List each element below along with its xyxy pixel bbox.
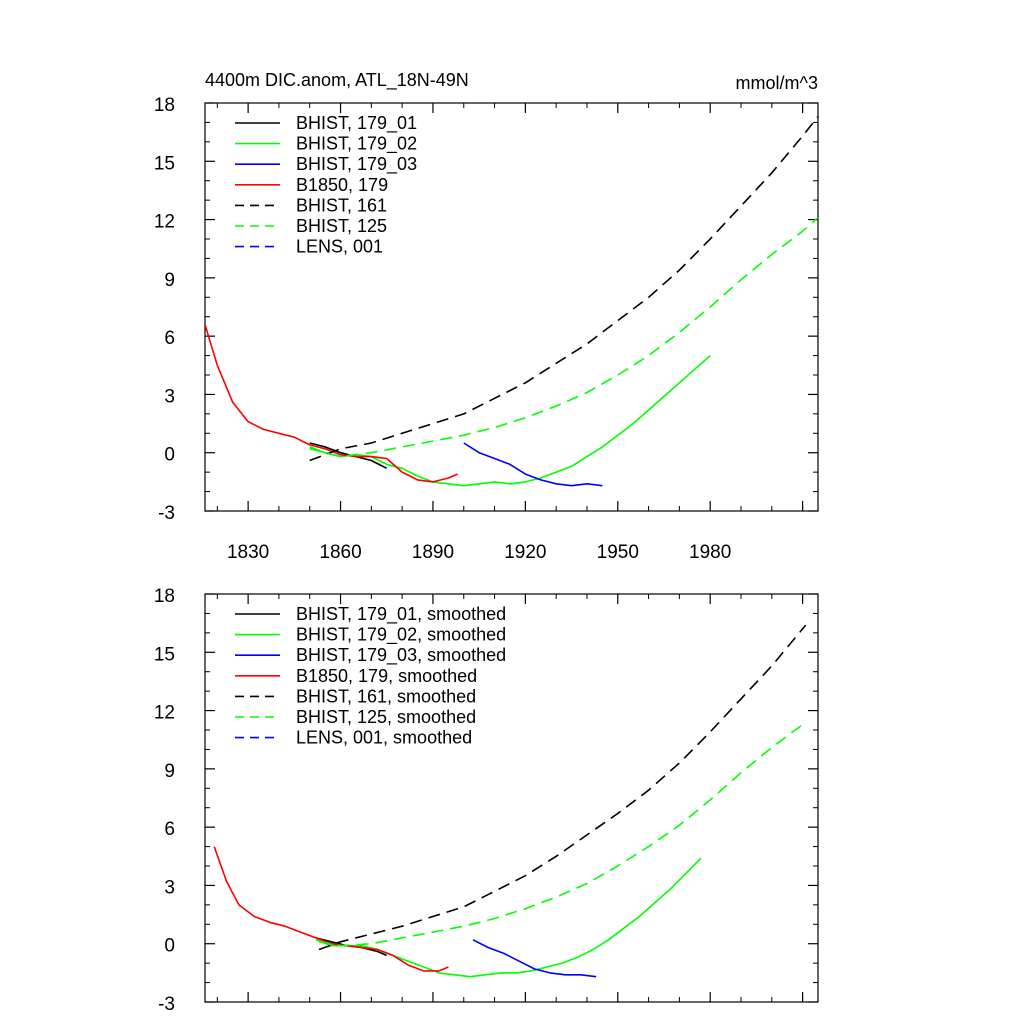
series-line-1 bbox=[309, 442, 388, 470]
legend-label: BHIST, 179_02, smoothed bbox=[296, 625, 506, 646]
legend-label: BHIST, 161, smoothed bbox=[296, 686, 476, 706]
y-tick-label: 6 bbox=[164, 328, 175, 349]
y-tick-label: 9 bbox=[164, 270, 175, 291]
y-tick-label: 3 bbox=[164, 877, 175, 898]
x-tick-label: 1920 bbox=[504, 542, 546, 563]
legend-label: BHIST, 125 bbox=[296, 216, 387, 236]
y-tick-label: 18 bbox=[154, 95, 175, 116]
series-line-5 bbox=[318, 624, 807, 951]
x-tick-label: 1950 bbox=[597, 542, 639, 563]
y-tick-label: 12 bbox=[154, 703, 175, 724]
legend-label: BHIST, 179_03, smoothed bbox=[296, 645, 506, 666]
legend-label: BHIST, 161 bbox=[296, 195, 387, 215]
y-tick-label: 0 bbox=[164, 936, 175, 957]
plot-frame bbox=[204, 102, 819, 512]
y-tick-label: 6 bbox=[164, 819, 175, 840]
series-line-3 bbox=[463, 442, 603, 487]
legend-label: LENS, 001, smoothed bbox=[296, 728, 472, 748]
y-tick-label: 15 bbox=[154, 153, 175, 174]
series-line-6 bbox=[309, 217, 818, 458]
y-tick-label: 15 bbox=[154, 644, 175, 665]
x-tick-label: 1830 bbox=[227, 542, 269, 563]
legend-label: B1850, 179, smoothed bbox=[296, 666, 477, 686]
y-tick-label: 12 bbox=[154, 212, 175, 233]
legend-label: LENS, 001 bbox=[296, 237, 383, 257]
y-tick-label: 3 bbox=[164, 386, 175, 407]
legend-label: BHIST, 179_01, smoothed bbox=[296, 604, 506, 625]
legend-label: BHIST, 125, smoothed bbox=[296, 707, 476, 727]
chart-title: 4400m DIC.anom, ATL_18N-49N bbox=[205, 70, 469, 91]
series-line-6 bbox=[318, 721, 807, 947]
y-tick-label: -3 bbox=[158, 503, 175, 524]
series-line-4 bbox=[213, 846, 449, 972]
legend-label: BHIST, 179_01 bbox=[296, 113, 417, 134]
chart-units: mmol/m^3 bbox=[736, 73, 818, 93]
series-line-2 bbox=[309, 355, 711, 487]
y-tick-label: 18 bbox=[154, 586, 175, 607]
series-line-3 bbox=[472, 939, 597, 978]
y-tick-label: 0 bbox=[164, 445, 175, 466]
series-line-5 bbox=[309, 116, 818, 462]
x-tick-label: 1980 bbox=[689, 542, 731, 563]
y-tick-label: 9 bbox=[164, 761, 175, 782]
x-tick-label: 1860 bbox=[319, 542, 361, 563]
legend-label: B1850, 179 bbox=[296, 175, 388, 195]
plot-frame bbox=[204, 593, 819, 1003]
chart-panel-1: -3 0 3 6 9 12 15 18 1830 1860 1890 1920 1950 1980 4400… bbox=[154, 70, 819, 563]
x-tick-label: 1890 bbox=[412, 542, 454, 563]
legend-label: BHIST, 179_02 bbox=[296, 134, 417, 155]
legend-label: BHIST, 179_03 bbox=[296, 154, 417, 175]
y-tick-label: -3 bbox=[158, 994, 175, 1015]
